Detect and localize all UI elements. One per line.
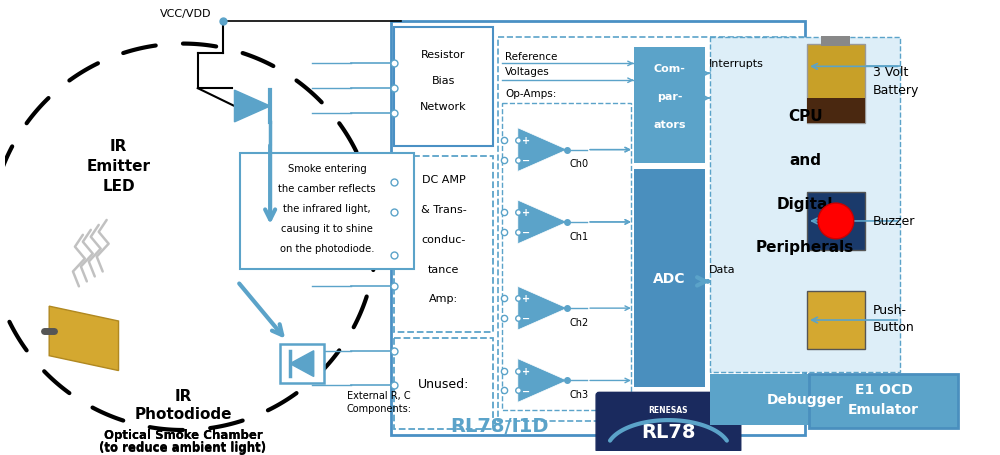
Bar: [394, 338, 493, 429]
Text: on the photodiode.: on the photodiode.: [280, 243, 374, 253]
Bar: [821, 36, 850, 46]
Text: Interrupts: Interrupts: [709, 59, 764, 69]
Text: and: and: [789, 153, 821, 167]
Text: Ch2: Ch2: [570, 317, 589, 327]
Text: RL78/I1D: RL78/I1D: [451, 415, 549, 435]
Text: & Trans-: & Trans-: [421, 205, 466, 215]
Text: Optical Smoke Chamber: Optical Smoke Chamber: [104, 429, 262, 441]
Text: Ch3: Ch3: [570, 389, 589, 399]
Text: DC AMP: DC AMP: [422, 175, 465, 185]
Text: conduc-: conduc-: [421, 234, 466, 244]
Text: Resistor: Resistor: [421, 51, 466, 61]
Text: tance: tance: [428, 264, 459, 274]
Bar: [502, 104, 631, 410]
Text: Ch0: Ch0: [570, 159, 589, 169]
Bar: [394, 28, 493, 147]
Text: +: +: [522, 207, 530, 217]
Polygon shape: [518, 201, 567, 244]
Bar: [807, 45, 865, 124]
Text: Network: Network: [420, 102, 467, 112]
Text: Optical Smoke Chamber: Optical Smoke Chamber: [104, 429, 262, 441]
Text: Voltages: Voltages: [505, 67, 550, 77]
Bar: [391, 22, 805, 435]
Text: CPU: CPU: [788, 109, 822, 124]
Text: ators: ators: [653, 120, 686, 130]
Bar: [280, 344, 324, 384]
Circle shape: [818, 204, 854, 239]
Text: Ch1: Ch1: [570, 231, 589, 241]
Text: Amp:: Amp:: [429, 293, 458, 303]
Text: +: +: [522, 136, 530, 146]
Text: Battery: Battery: [873, 83, 919, 96]
Text: −: −: [522, 385, 530, 395]
Text: Button: Button: [873, 321, 914, 334]
Text: +: +: [522, 366, 530, 376]
Text: VCC/VDD: VCC/VDD: [160, 9, 212, 19]
Text: Photodiode: Photodiode: [134, 406, 232, 421]
Text: the infrared light,: the infrared light,: [283, 204, 371, 213]
Text: IR: IR: [174, 388, 192, 403]
Text: Peripherals: Peripherals: [756, 240, 854, 255]
Text: par-: par-: [657, 92, 682, 102]
Text: Debugger: Debugger: [767, 392, 844, 406]
Polygon shape: [518, 359, 567, 402]
Text: 3 Volt: 3 Volt: [873, 66, 908, 79]
Polygon shape: [518, 287, 567, 330]
Text: (to reduce ambient light): (to reduce ambient light): [99, 440, 267, 453]
Bar: [809, 374, 958, 428]
Text: Emulator: Emulator: [848, 402, 919, 416]
Text: E1 OCD: E1 OCD: [855, 383, 912, 396]
FancyBboxPatch shape: [596, 393, 741, 453]
Text: Smoke entering: Smoke entering: [288, 164, 366, 174]
Bar: [710, 38, 900, 372]
Bar: [240, 153, 414, 270]
Text: Bias: Bias: [432, 76, 455, 86]
Text: IR: IR: [110, 139, 127, 154]
Polygon shape: [290, 351, 314, 377]
Text: RL78: RL78: [641, 423, 696, 441]
Bar: [634, 170, 705, 388]
Polygon shape: [49, 307, 119, 371]
Bar: [807, 292, 865, 349]
Text: Unused:: Unused:: [418, 377, 469, 390]
Text: −: −: [522, 228, 530, 238]
Bar: [634, 47, 705, 164]
Bar: [394, 156, 493, 332]
Text: Com-: Com-: [653, 64, 685, 74]
Text: ADC: ADC: [653, 272, 686, 286]
Polygon shape: [234, 91, 270, 122]
Bar: [807, 193, 865, 250]
Text: −: −: [522, 313, 530, 324]
Text: RENESAS: RENESAS: [649, 405, 688, 414]
Text: Push-: Push-: [873, 303, 907, 316]
Polygon shape: [518, 128, 567, 172]
Bar: [498, 38, 803, 421]
Text: −: −: [522, 155, 530, 165]
Text: Reference: Reference: [505, 52, 557, 62]
Text: +: +: [522, 293, 530, 303]
Bar: [710, 374, 900, 425]
Text: Components:: Components:: [347, 403, 412, 413]
Text: Op-Amps:: Op-Amps:: [505, 89, 556, 99]
Text: External R, C: External R, C: [347, 390, 411, 400]
Text: LED: LED: [102, 178, 135, 193]
Text: the camber reflects: the camber reflects: [278, 184, 376, 194]
Text: Buzzer: Buzzer: [873, 215, 915, 228]
Text: Digital: Digital: [777, 196, 833, 211]
Text: Data: Data: [709, 265, 736, 275]
Bar: [807, 99, 865, 124]
Text: (to reduce ambient light): (to reduce ambient light): [99, 441, 267, 455]
Text: causing it to shine: causing it to shine: [281, 223, 373, 233]
Text: Emitter: Emitter: [87, 159, 151, 173]
